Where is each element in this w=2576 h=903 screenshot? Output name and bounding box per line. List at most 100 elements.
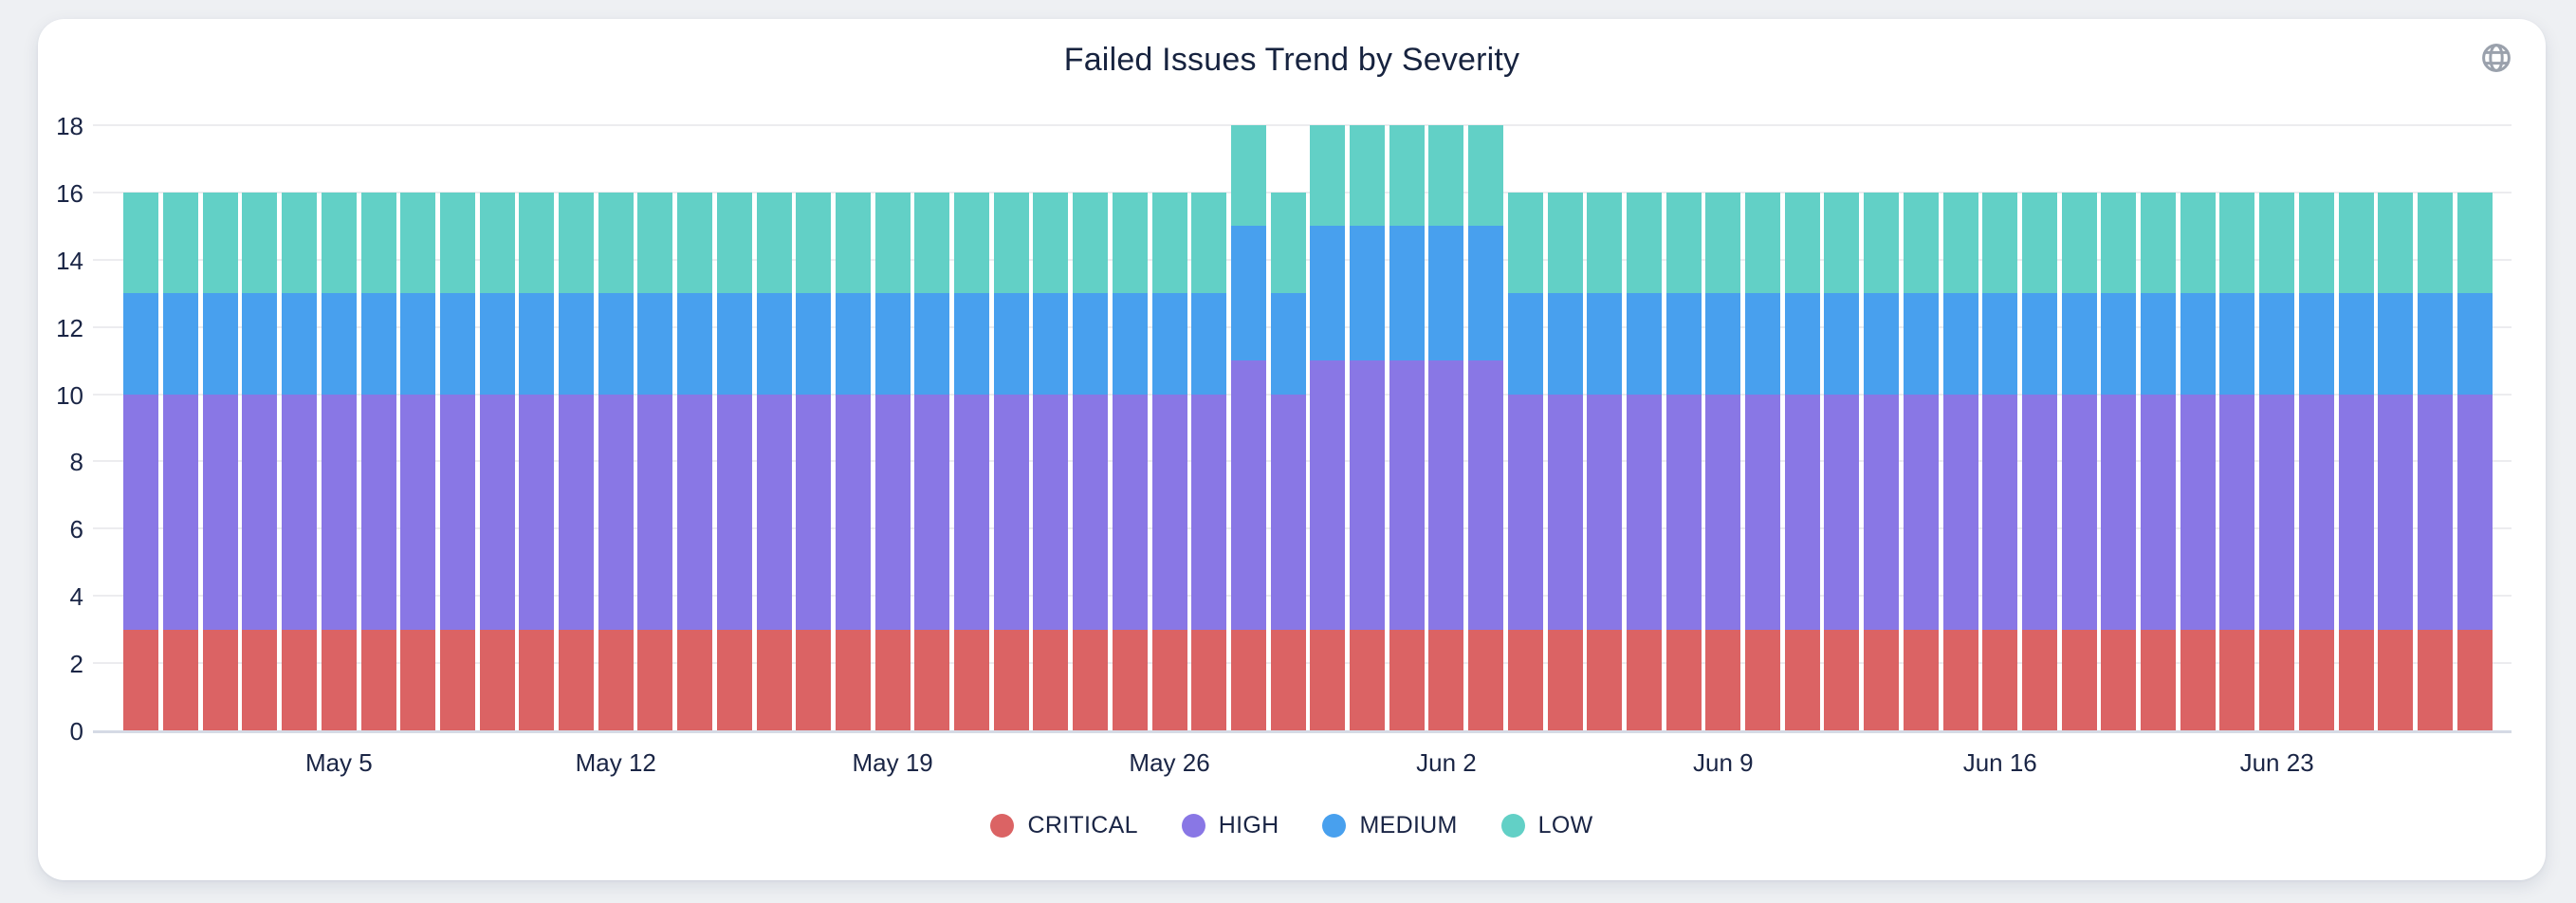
bar[interactable] [1230, 125, 1266, 730]
bar[interactable] [1745, 192, 1781, 730]
bar[interactable] [2456, 192, 2493, 730]
bar[interactable] [2101, 192, 2137, 730]
bar-segment-critical [2259, 629, 2295, 730]
bar[interactable] [321, 192, 357, 730]
legend-item-low[interactable]: LOW [1500, 812, 1593, 839]
bar-segment-medium [954, 293, 990, 395]
x-axis-label: May 5 [304, 748, 373, 777]
bar[interactable] [1903, 192, 1939, 730]
bar-segment-high [2417, 394, 2453, 630]
bar[interactable] [1468, 125, 1504, 730]
bar[interactable] [914, 192, 950, 730]
bar[interactable] [1824, 192, 1860, 730]
bar-segment-critical [2021, 629, 2057, 730]
bar[interactable] [2298, 192, 2334, 730]
bar[interactable] [954, 192, 990, 730]
bar[interactable] [1191, 192, 1227, 730]
bar[interactable] [2061, 192, 2097, 730]
legend-dot [1322, 813, 1347, 838]
bar[interactable] [1270, 192, 1306, 730]
bar[interactable] [282, 192, 318, 730]
bar-segment-high [1350, 360, 1386, 630]
bar-segment-medium [123, 293, 159, 395]
y-axis-label: 4 [69, 582, 83, 612]
bar-segment-high [2101, 394, 2137, 630]
bar-segment-low [559, 192, 595, 294]
bar-segment-critical [1665, 629, 1702, 730]
bar-segment-medium [163, 293, 199, 395]
bar[interactable] [439, 192, 475, 730]
legend-item-high[interactable]: HIGH [1181, 812, 1279, 839]
bar[interactable] [2417, 192, 2453, 730]
bar-segment-medium [1468, 226, 1504, 361]
bar[interactable] [242, 192, 278, 730]
bar[interactable] [1626, 192, 1662, 730]
bar[interactable] [479, 192, 515, 730]
bar[interactable] [2259, 192, 2295, 730]
bar[interactable] [2338, 192, 2374, 730]
bar-segment-high [1151, 394, 1187, 630]
bar-segment-critical [914, 629, 950, 730]
bar-segment-medium [2141, 293, 2177, 395]
bar[interactable] [1151, 192, 1187, 730]
bar[interactable] [1587, 192, 1623, 730]
bar-segment-critical [1428, 629, 1464, 730]
bar[interactable] [163, 192, 199, 730]
bar-segment-high [2180, 394, 2216, 630]
legend-item-medium[interactable]: MEDIUM [1322, 812, 1457, 839]
bar-segment-high [360, 394, 396, 630]
bar[interactable] [874, 192, 911, 730]
bar[interactable] [1982, 192, 2018, 730]
bar[interactable] [637, 192, 673, 730]
bar-segment-low [1903, 192, 1939, 294]
bar[interactable] [756, 192, 792, 730]
bar[interactable] [360, 192, 396, 730]
bar[interactable] [1112, 192, 1148, 730]
bar[interactable] [123, 192, 159, 730]
bar[interactable] [716, 192, 752, 730]
bar[interactable] [2021, 192, 2057, 730]
bar-segment-low [2456, 192, 2493, 294]
y-axis-label: 8 [69, 448, 83, 477]
bar[interactable] [2378, 192, 2414, 730]
bar-segment-high [2456, 394, 2493, 630]
bar[interactable] [1350, 125, 1386, 730]
bar[interactable] [677, 192, 713, 730]
bar[interactable] [1784, 192, 1820, 730]
bar[interactable] [993, 192, 1029, 730]
bar[interactable] [1073, 192, 1109, 730]
bar[interactable] [1864, 192, 1900, 730]
bar-segment-high [716, 394, 752, 630]
bar[interactable] [519, 192, 555, 730]
bar[interactable] [400, 192, 436, 730]
bar-segment-high [439, 394, 475, 630]
bar[interactable] [2180, 192, 2216, 730]
bar[interactable] [1705, 192, 1741, 730]
bar[interactable] [1428, 125, 1464, 730]
globe-icon[interactable] [2477, 39, 2515, 77]
bar[interactable] [598, 192, 634, 730]
bar-segment-critical [2456, 629, 2493, 730]
bar[interactable] [559, 192, 595, 730]
bar[interactable] [796, 192, 832, 730]
bar[interactable] [202, 192, 238, 730]
bar-segment-low [2259, 192, 2295, 294]
bar-segment-critical [1864, 629, 1900, 730]
bar[interactable] [1665, 192, 1702, 730]
bar[interactable] [1310, 125, 1346, 730]
bar-segment-high [2021, 394, 2057, 630]
y-axis-label: 2 [69, 650, 83, 679]
bar-segment-low [1230, 125, 1266, 227]
bar[interactable] [835, 192, 871, 730]
bar-segment-low [2141, 192, 2177, 294]
bar-segment-critical [835, 629, 871, 730]
bar[interactable] [2219, 192, 2255, 730]
bar[interactable] [1507, 192, 1543, 730]
bar[interactable] [1389, 125, 1425, 730]
bar[interactable] [1942, 192, 1978, 730]
bar[interactable] [1033, 192, 1069, 730]
bar[interactable] [1547, 192, 1583, 730]
bar[interactable] [2141, 192, 2177, 730]
legend-item-critical[interactable]: CRITICAL [990, 812, 1137, 839]
bar-segment-high [1270, 394, 1306, 630]
